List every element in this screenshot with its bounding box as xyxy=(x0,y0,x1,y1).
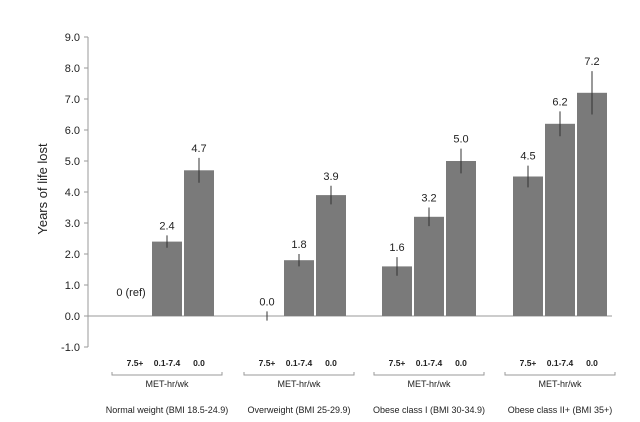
met-axis-label: MET-hr/wk xyxy=(145,379,189,389)
met-axis-label: MET-hr/wk xyxy=(277,379,321,389)
y-tick-label: 3.0 xyxy=(65,218,80,230)
data-label: 0 (ref) xyxy=(116,287,145,299)
x-tick-label: 7.5+ xyxy=(127,358,144,368)
x-tick-label: 0.1-7.4 xyxy=(154,358,181,368)
data-label: 2.4 xyxy=(159,220,174,232)
x-tick-label: 0.0 xyxy=(193,358,205,368)
x-tick-label: 7.5+ xyxy=(389,358,406,368)
group-label: Obese class II+ (BMI 35+) xyxy=(508,405,613,415)
data-label: 1.8 xyxy=(291,239,306,251)
x-tick-label: 0.0 xyxy=(455,358,467,368)
group-brace xyxy=(373,372,485,376)
bar xyxy=(513,176,543,316)
y-tick-label: -1.0 xyxy=(61,342,80,354)
x-tick-label: 0.1-7.4 xyxy=(547,358,574,368)
group-label: Obese class I (BMI 30-34.9) xyxy=(373,405,485,415)
group-label: Normal weight (BMI 18.5-24.9) xyxy=(106,405,229,415)
group-brace xyxy=(504,372,616,376)
bar xyxy=(316,195,346,316)
y-tick-label: 7.0 xyxy=(65,94,80,106)
x-tick-label: 0.0 xyxy=(586,358,598,368)
group-label: Overweight (BMI 25-29.9) xyxy=(247,405,350,415)
bar xyxy=(577,92,607,316)
bar xyxy=(184,170,214,316)
y-tick-label: 5.0 xyxy=(65,156,80,168)
group-brace xyxy=(243,372,355,376)
y-tick-label: 0.0 xyxy=(65,311,80,323)
data-label: 7.2 xyxy=(584,56,599,68)
y-tick-label: 8.0 xyxy=(65,63,80,75)
bar xyxy=(446,161,476,316)
y-tick-label: 2.0 xyxy=(65,249,80,261)
data-label: 1.6 xyxy=(389,242,404,254)
group-brace xyxy=(111,372,223,376)
met-axis-label: MET-hr/wk xyxy=(538,379,582,389)
bars: 0 (ref) 2.4 4.7 0.0 1.8 3.9 1.6 3.2 5.0 4.5 6.2 7.2 xyxy=(116,56,607,321)
x-tick-label: 0.0 xyxy=(325,358,337,368)
x-tick-label: 7.5+ xyxy=(520,358,537,368)
data-label: 3.9 xyxy=(323,171,338,183)
bar xyxy=(152,241,182,316)
bar xyxy=(284,260,314,316)
x-tick-label: 0.1-7.4 xyxy=(416,358,443,368)
y-axis-label: Years of life lost xyxy=(35,143,50,235)
data-label: 4.5 xyxy=(520,151,535,163)
data-label: 5.0 xyxy=(453,134,468,146)
x-tick-label: 7.5+ xyxy=(259,358,276,368)
y-tick-label: 4.0 xyxy=(65,187,80,199)
data-label: 6.2 xyxy=(552,96,567,108)
y-tick-label: 6.0 xyxy=(65,125,80,137)
y-tick-label: 1.0 xyxy=(65,280,80,292)
data-label: 4.7 xyxy=(191,143,206,155)
y-tick-label: 9.0 xyxy=(65,32,80,44)
x-tick-label: 0.1-7.4 xyxy=(286,358,313,368)
bar xyxy=(414,216,444,316)
bar xyxy=(545,123,575,316)
x-axis-labels: 7.5+ 0.1-7.4 0.0 MET-hr/wk Normal weight (BM… xyxy=(106,358,616,415)
data-label: 0.0 xyxy=(259,296,274,308)
met-axis-label: MET-hr/wk xyxy=(407,379,451,389)
data-label: 3.2 xyxy=(421,193,436,205)
